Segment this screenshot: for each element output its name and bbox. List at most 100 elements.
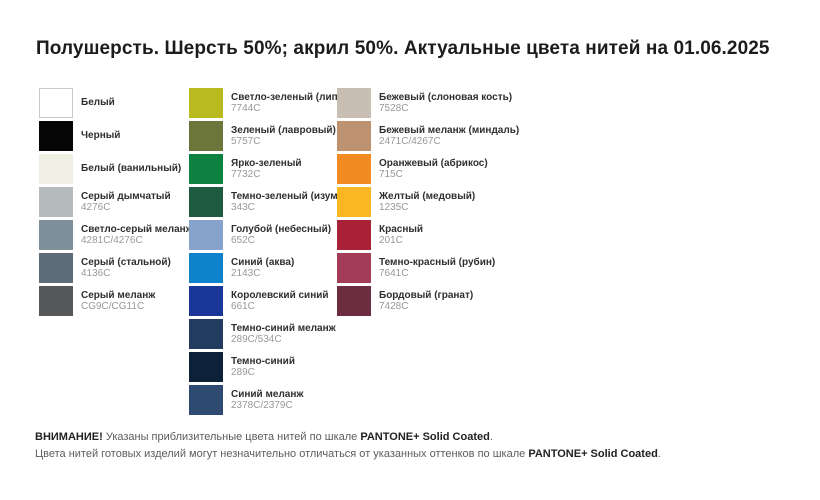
color-name: Синий (аква): [231, 256, 295, 268]
color-name: Зеленый (лавровый): [231, 124, 336, 136]
color-name: Темно-зеленый (изумруд): [231, 190, 359, 202]
color-name: Серый (стальной): [81, 256, 171, 268]
color-labels: Белый (ванильный): [81, 163, 181, 175]
color-name: Бежевый (слоновая кость): [379, 91, 513, 103]
color-swatch: [189, 187, 223, 217]
color-swatch: [189, 154, 223, 184]
pantone-code: 343C: [231, 202, 255, 213]
color-row: Оранжевый (абрикос) 715C: [337, 154, 497, 184]
color-labels: Бежевый (слоновая кость) 7528C: [379, 92, 512, 115]
color-swatch: [189, 352, 223, 382]
color-row: Серый меланж CG9C/CG11C: [39, 286, 189, 316]
color-row: Желтый (медовый) 1235C: [337, 187, 497, 217]
pantone-code: 2471C/4267C: [379, 136, 441, 147]
pantone-code: 201C: [379, 235, 403, 246]
color-name: Ярко-зеленый: [231, 157, 302, 169]
pantone-code: CG9C/CG11C: [81, 301, 145, 312]
color-row: Синий (аква) 2143C: [189, 253, 337, 283]
color-swatch: [39, 154, 73, 184]
footer-line-2: Цвета нитей готовых изделий могут незнач…: [35, 446, 661, 463]
footer-line-1: ВНИМАНИЕ! Указаны приблизительные цвета …: [35, 429, 661, 446]
color-swatch: [39, 220, 73, 250]
pantone-code: 7641C: [379, 268, 409, 279]
color-row: Серый (стальной) 4136C: [39, 253, 189, 283]
color-swatch: [337, 154, 371, 184]
color-name: Голубой (небесный): [231, 223, 332, 235]
color-labels: Серый (стальной) 4136C: [81, 257, 171, 280]
color-labels: Зеленый (лавровый) 5757C: [231, 125, 336, 148]
color-row: Светло-зеленый (липа) 7744C: [189, 88, 347, 118]
color-labels: Темно-синий 289C: [231, 356, 295, 379]
color-name: Черный: [81, 130, 121, 142]
color-name: Желтый (медовый): [379, 190, 476, 202]
color-row: Серый дымчатый 4276C: [39, 187, 189, 217]
color-name: Королевский синий: [231, 289, 329, 301]
footer-line-1-text: Указаны приблизительные цвета нитей по ш…: [102, 431, 361, 443]
color-swatch: [189, 88, 223, 118]
color-name: Оранжевый (абрикос): [379, 157, 488, 169]
color-row: Бежевый (слоновая кость) 7528C: [337, 88, 512, 118]
color-row: Светло-серый меланж 4281C/4276C: [39, 220, 193, 250]
color-labels: Бежевый меланж (миндаль) 2471C/4267C: [379, 125, 519, 148]
color-name: Светло-серый меланж: [81, 223, 193, 235]
pantone-code: 289C: [231, 367, 255, 378]
color-labels: Королевский синий 661C: [231, 290, 329, 313]
color-labels: Оранжевый (абрикос) 715C: [379, 158, 488, 181]
color-name: Темно-синий: [231, 355, 295, 367]
color-labels: Красный 201C: [379, 224, 423, 247]
footer-line-2-text: Цвета нитей готовых изделий могут незнач…: [35, 448, 529, 460]
color-labels: Желтый (медовый) 1235C: [379, 191, 475, 214]
color-swatch: [189, 385, 223, 415]
color-name: Светло-зеленый (липа): [231, 91, 347, 103]
palette-column-greens-blues: Светло-зеленый (липа) 7744C Зеленый (лав…: [189, 88, 359, 418]
pantone-brand-label: PANTONE+ Solid Coated: [360, 431, 490, 443]
color-swatch: [189, 253, 223, 283]
color-swatch: [39, 286, 73, 316]
color-swatch: [39, 253, 73, 283]
pantone-code: 7428C: [379, 301, 409, 312]
color-row: Черный: [39, 121, 189, 151]
color-name: Белый (ванильный): [81, 163, 182, 175]
color-name: Серый дымчатый: [81, 190, 171, 202]
color-labels: Светло-серый меланж 4281C/4276C: [81, 224, 193, 247]
color-labels: Серый меланж CG9C/CG11C: [81, 290, 155, 313]
palette-column-grays: Белый Черный Белый (ванильный) Серый дым…: [39, 88, 193, 319]
color-name: Бежевый меланж (миндаль): [379, 124, 520, 136]
color-labels: Синий меланж 2378C/2379C: [231, 389, 304, 412]
pantone-code: 5757C: [231, 136, 261, 147]
palette-column-warm-tones: Бежевый (слоновая кость) 7528C Бежевый м…: [337, 88, 519, 319]
color-swatch: [39, 187, 73, 217]
color-name: Темно-красный (рубин): [379, 256, 496, 268]
color-swatch: [189, 319, 223, 349]
color-name: Синий меланж: [231, 388, 304, 400]
color-name: Белый: [81, 97, 115, 109]
pantone-code: 652C: [231, 235, 255, 246]
color-row: Белый: [39, 88, 189, 118]
color-swatch: [337, 220, 371, 250]
color-row: Белый (ванильный): [39, 154, 189, 184]
color-swatch: [337, 88, 371, 118]
color-row: Ярко-зеленый 7732C: [189, 154, 337, 184]
pantone-code: 2143C: [231, 268, 261, 279]
color-swatch: [337, 187, 371, 217]
pantone-code: 7732C: [231, 169, 261, 180]
color-name: Серый меланж: [81, 289, 156, 301]
color-labels: Голубой (небесный) 652C: [231, 224, 331, 247]
pantone-code: 4276C: [81, 202, 111, 213]
color-swatch: [189, 286, 223, 316]
color-swatch: [39, 121, 73, 151]
color-labels: Серый дымчатый 4276C: [81, 191, 171, 214]
warning-label: ВНИМАНИЕ!: [35, 431, 103, 443]
footer-line-2-suffix: .: [657, 448, 661, 460]
pantone-code: 2378C/2379C: [231, 400, 293, 411]
pantone-code: 4281C/4276C: [81, 235, 143, 246]
color-swatch: [189, 121, 223, 151]
color-labels: Синий (аква) 2143C: [231, 257, 294, 280]
pantone-code: 7744C: [231, 103, 261, 114]
color-labels: Темно-зеленый (изумруд) 343C: [231, 191, 359, 214]
color-name: Красный: [379, 223, 424, 235]
color-swatch: [39, 88, 73, 118]
color-row: Синий меланж 2378C/2379C: [189, 385, 337, 415]
color-row: Темно-красный (рубин) 7641C: [337, 253, 497, 283]
